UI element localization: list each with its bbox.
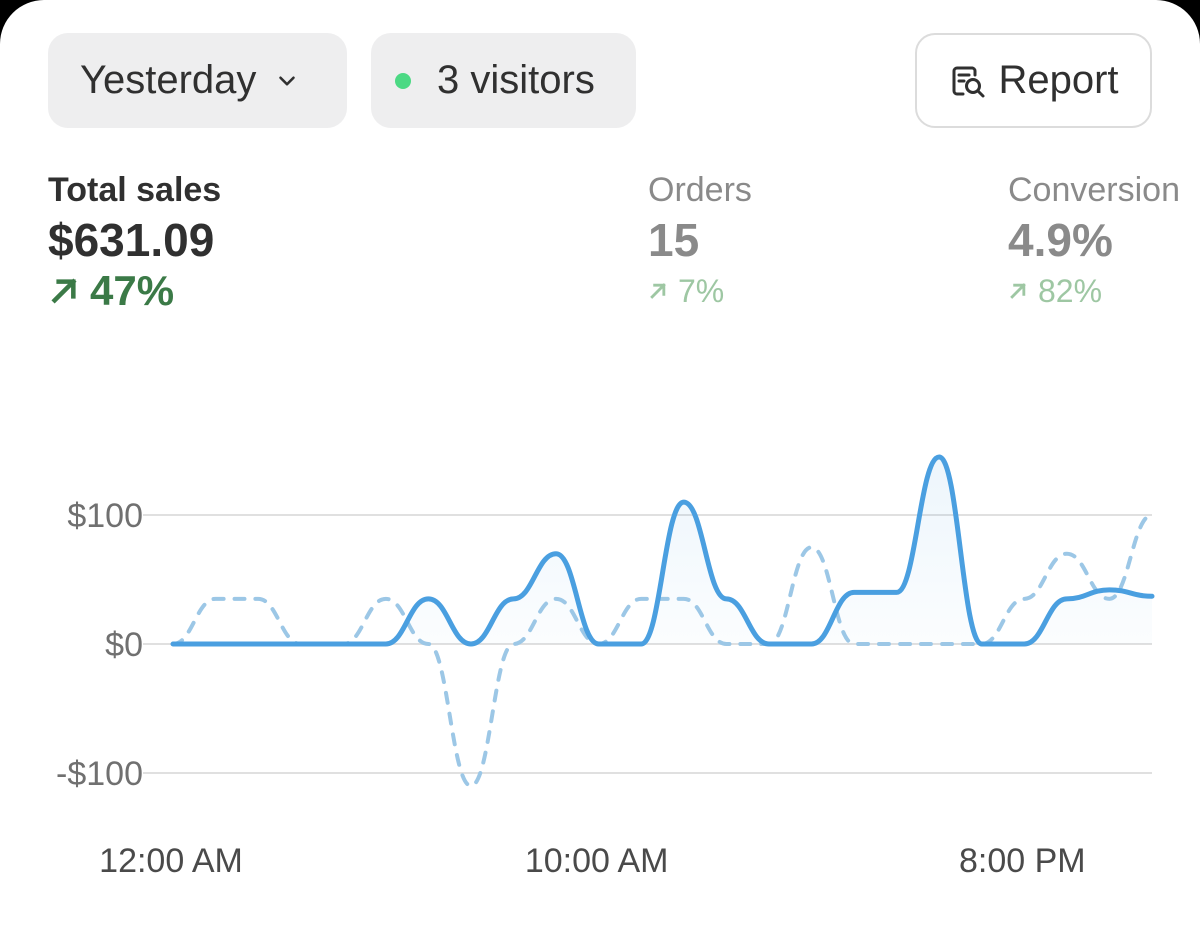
metric-value: 15 <box>648 214 700 266</box>
metric-change-value: 47% <box>90 267 175 314</box>
period-dropdown[interactable]: Yesterday <box>48 33 347 128</box>
metric-orders[interactable]: Orders 15 7% <box>648 170 752 314</box>
toolbar: Yesterday 3 visitors Report <box>48 33 1152 128</box>
live-dot-icon <box>395 72 411 89</box>
metric-label: Orders <box>648 171 752 209</box>
metric-conversion[interactable]: Conversion 4.9% 82% <box>1008 170 1180 314</box>
metric-change-value: 7% <box>678 273 725 309</box>
metric-value: 4.9% <box>1008 214 1113 266</box>
x-tick-label: 8:00 PM <box>959 842 1086 880</box>
y-tick-label: -$100 <box>56 755 143 793</box>
metric-total-sales[interactable]: Total sales $631.09 47% <box>48 170 221 314</box>
comparison-period-line <box>171 513 1154 788</box>
arrow-up-right-icon <box>51 278 77 304</box>
current-series-area <box>173 456 1152 644</box>
x-tick-label: 12:00 AM <box>99 842 243 880</box>
metric-value: $631.09 <box>48 214 215 266</box>
y-tick-label: $0 <box>105 626 143 664</box>
sales-line-chart[interactable]: $100 $0 -$100 12:00 AM 10:00 AM 8:00 PM <box>0 420 1200 900</box>
metric-change: 82% <box>1008 268 1180 314</box>
x-tick-label: 10:00 AM <box>525 842 669 880</box>
metric-change: 7% <box>648 268 752 314</box>
metric-label: Conversion <box>1008 171 1180 209</box>
report-button[interactable]: Report <box>915 33 1152 128</box>
visitors-label: 3 visitors <box>437 58 595 102</box>
metric-label: Total sales <box>48 171 222 209</box>
y-tick-label: $100 <box>67 497 143 535</box>
report-label: Report <box>998 58 1119 102</box>
arrow-up-right-icon <box>650 283 666 299</box>
arrow-up-right-icon <box>1010 283 1026 299</box>
metric-change-value: 82% <box>1038 273 1103 309</box>
period-label: Yesterday <box>80 58 257 102</box>
metric-change: 47% <box>48 268 221 314</box>
current-period-line <box>170 454 1155 647</box>
chevron-down-icon <box>274 68 300 94</box>
live-visitors-pill[interactable]: 3 visitors <box>371 33 636 128</box>
report-search-icon <box>948 61 988 101</box>
